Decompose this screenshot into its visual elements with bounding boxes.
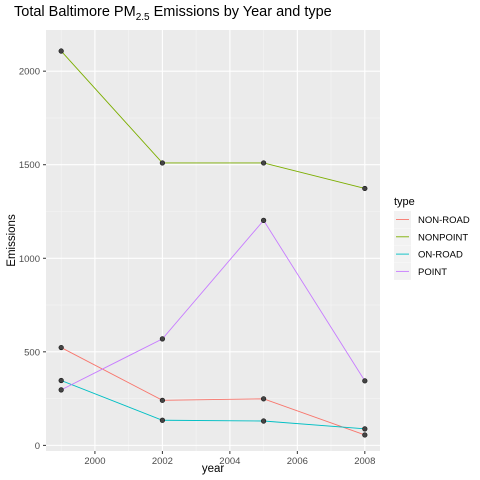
- x-tick-label: 2004: [219, 456, 240, 467]
- data-point: [362, 426, 368, 432]
- data-point: [159, 417, 165, 423]
- legend-item-label: NONPOINT: [418, 232, 468, 243]
- chart-title-main: Total Baltimore PM: [14, 4, 136, 20]
- data-point: [362, 185, 368, 192]
- x-tick-label: 2000: [84, 456, 105, 467]
- data-point: [261, 217, 267, 223]
- x-tick-label: 2008: [354, 456, 375, 467]
- data-point: [261, 418, 267, 424]
- data-point: [58, 344, 64, 351]
- y-tick-label: 500: [24, 347, 40, 358]
- data-point: [159, 397, 165, 403]
- y-tick-label: 1000: [19, 254, 40, 265]
- x-tick-label: 2006: [287, 456, 308, 467]
- data-point: [261, 396, 267, 402]
- data-point: [58, 48, 64, 54]
- data-point: [58, 387, 64, 393]
- plot-panel: [46, 30, 380, 451]
- y-tick-label: 1500: [19, 160, 40, 171]
- legend-title: type: [394, 196, 415, 208]
- plot-background: [46, 30, 380, 451]
- series-points: [58, 48, 368, 438]
- chart-title: Total Baltimore PM2.5 Emissions by Year a…: [14, 4, 332, 23]
- data-point: [159, 336, 165, 342]
- data-point: [159, 160, 165, 166]
- chart-title-subscript: 2.5: [135, 11, 150, 23]
- x-tick-label: 2002: [152, 456, 173, 467]
- data-point: [58, 377, 64, 384]
- legend-item-label: POINT: [418, 267, 447, 278]
- series-lines: [60, 50, 366, 436]
- chart-title-rest: Emissions by Year and type: [153, 4, 332, 20]
- y-tick-label: 2000: [19, 67, 40, 78]
- data-point: [362, 432, 368, 438]
- legend-item-label: ON-ROAD: [418, 250, 463, 261]
- x-axis-label: year: [202, 463, 225, 475]
- series-line: [61, 380, 365, 430]
- y-axis-label: Emissions: [6, 214, 18, 267]
- axis-ticks: 0 500 1000 1500 2000 2000 2002 2004 2006 2008: [19, 67, 376, 467]
- y-tick-label: 0: [35, 441, 40, 452]
- legend-item-label: NON-ROAD: [418, 215, 470, 226]
- data-point: [261, 160, 267, 166]
- series-line: [60, 347, 365, 436]
- series-line: [60, 50, 365, 189]
- legend: type NON-ROAD NONPOINT ON-ROAD POINT: [394, 196, 470, 280]
- data-point: [362, 378, 368, 384]
- series-line: [60, 219, 366, 391]
